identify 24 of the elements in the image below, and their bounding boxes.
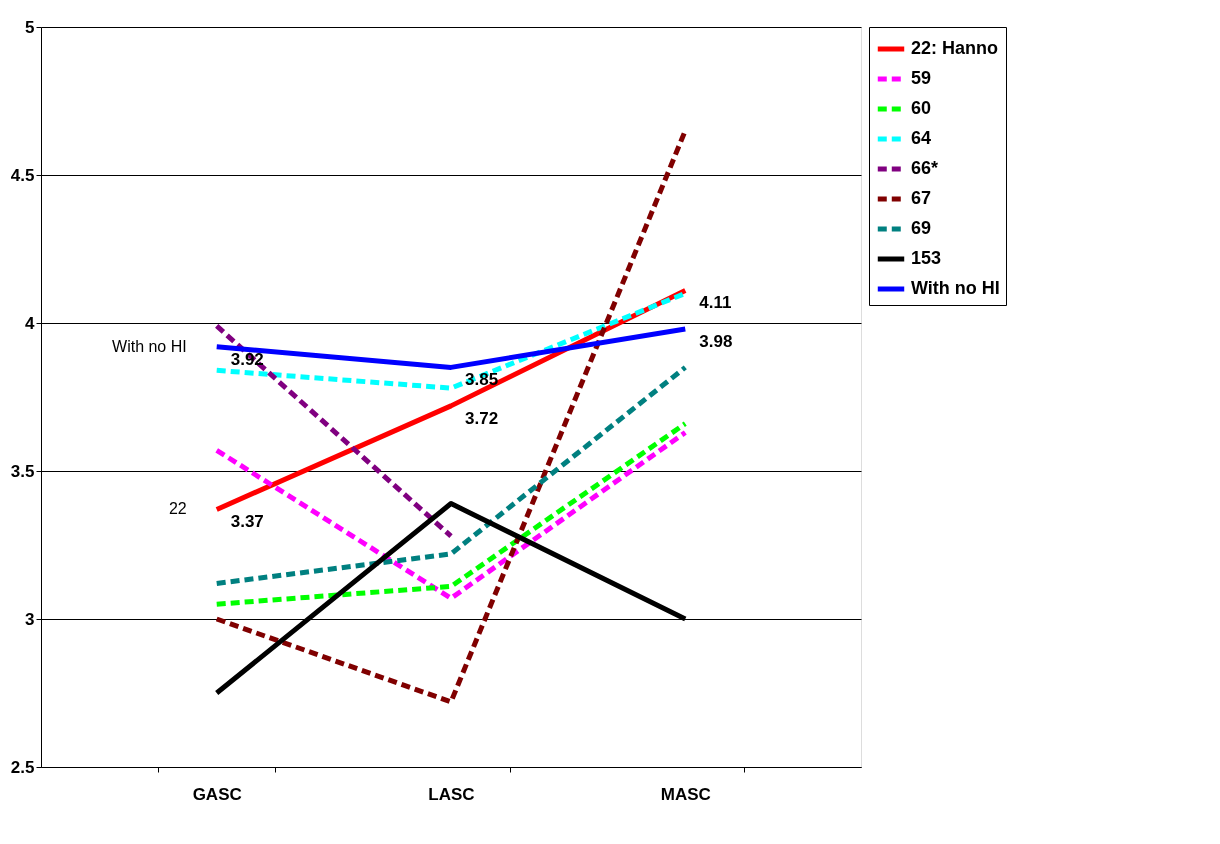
legend-label: 69 (911, 218, 932, 238)
y-tick-label: 2.5 (10, 757, 35, 777)
legend-label: 59 (911, 68, 932, 88)
legend-label: 153 (911, 248, 942, 268)
data-label: 3.72 (465, 408, 499, 428)
y-tick-label: 5 (25, 17, 35, 37)
data-label: 3.98 (699, 331, 733, 351)
legend-label: 60 (911, 98, 932, 118)
legend-label: With no HI (911, 278, 1000, 298)
data-label: 3.37 (230, 512, 264, 532)
x-tick-label: GASC (192, 784, 242, 804)
legend-label: 64 (911, 128, 932, 148)
legend-label: 22: Hanno (911, 38, 999, 58)
y-tick-label: 4 (25, 313, 36, 333)
annotation: 22 (168, 500, 187, 518)
legend-label: 66* (911, 158, 939, 178)
legend-label: 67 (911, 188, 932, 208)
y-tick-label: 4.5 (10, 165, 35, 185)
annotation: With no HI (112, 337, 187, 355)
data-label: 4.11 (699, 293, 732, 313)
y-tick-label: 3.5 (10, 461, 35, 481)
x-tick-label: MASC (660, 784, 711, 804)
y-tick-label: 3 (25, 609, 35, 629)
x-tick-label: LASC (428, 784, 475, 804)
